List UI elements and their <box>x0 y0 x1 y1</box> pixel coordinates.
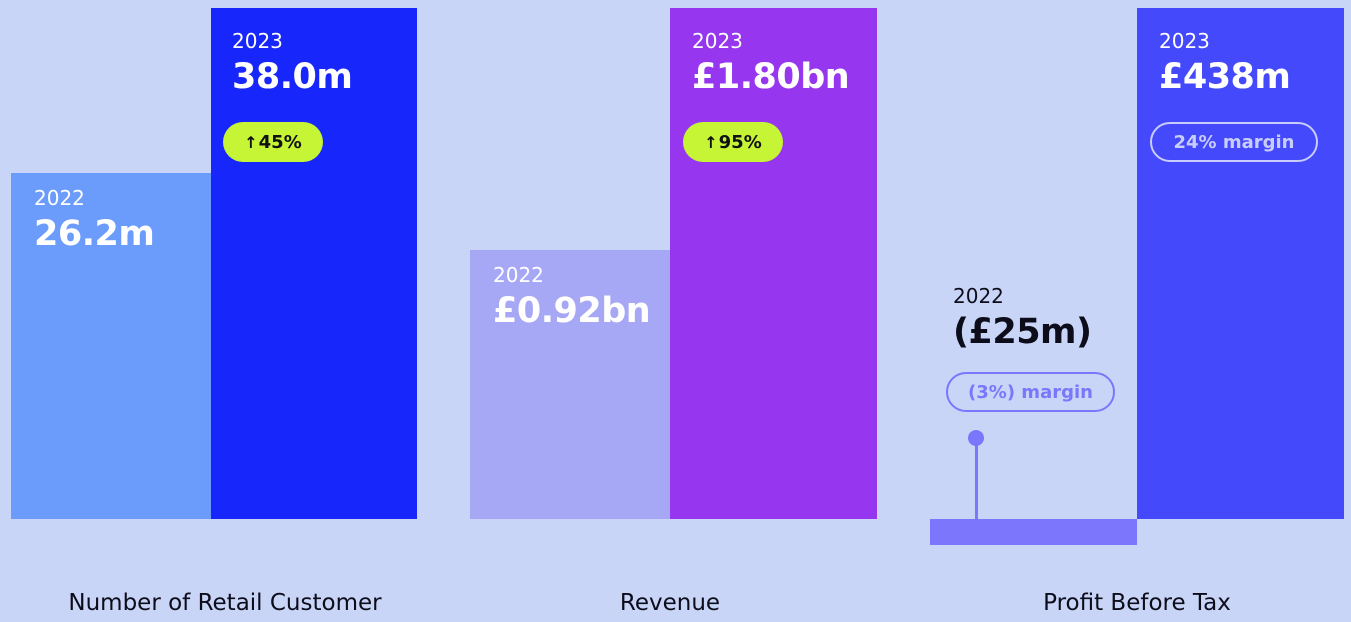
value-label-customers-2022: 26.2m <box>34 214 155 254</box>
value-label-profit-2023: £438m <box>1159 57 1291 97</box>
year-label-profit-2022: 2022 <box>953 284 1004 308</box>
year-label-revenue-2023: 2023 <box>692 29 743 53</box>
change-badge-revenue-text: 95% <box>718 131 762 153</box>
value-label-customers-2023: 38.0m <box>232 57 353 97</box>
margin-badge-profit-2022: (3%) margin <box>946 372 1115 412</box>
value-label-profit-2022: (£25m) <box>953 312 1092 352</box>
value-label-revenue-2022: £0.92bn <box>493 291 651 331</box>
bar-revenue-2023 <box>670 8 877 519</box>
value-label-revenue-2023: £1.80bn <box>692 57 850 97</box>
bar-revenue-2022 <box>470 250 670 519</box>
change-badge-customers-text: 45% <box>258 131 302 153</box>
bar-customers-2023 <box>211 8 417 519</box>
lollipop-stem <box>975 438 978 519</box>
year-label-customers-2023: 2023 <box>232 29 283 53</box>
bar-profit-2022 <box>930 519 1137 545</box>
year-label-profit-2023: 2023 <box>1159 29 1210 53</box>
year-label-revenue-2022: 2022 <box>493 263 544 287</box>
change-badge-revenue: ↑ 95% <box>683 122 783 162</box>
year-label-customers-2022: 2022 <box>34 186 85 210</box>
caption-profit: Profit Before Tax <box>1043 590 1231 616</box>
up-arrow-icon: ↑ <box>704 132 718 152</box>
change-badge-customers: ↑ 45% <box>223 122 323 162</box>
margin-badge-profit-2023: 24% margin <box>1150 122 1318 162</box>
up-arrow-icon: ↑ <box>244 132 258 152</box>
caption-revenue: Revenue <box>619 590 721 616</box>
caption-customers: Number of Retail Customer <box>68 590 382 616</box>
bar-profit-2023 <box>1137 8 1344 519</box>
bar-customers-2022 <box>11 173 211 519</box>
lollipop-dot <box>968 430 984 446</box>
